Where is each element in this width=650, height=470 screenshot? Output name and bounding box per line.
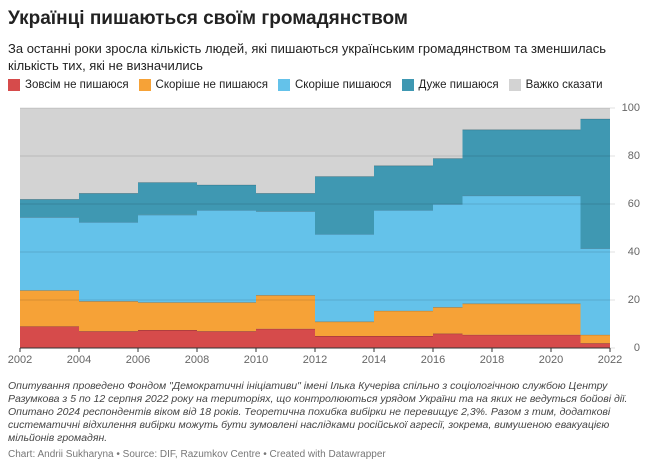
legend-label: Зовсім не пишаюся (25, 79, 129, 91)
area-segment (138, 214, 197, 303)
area-segment (580, 118, 610, 249)
area-segment (433, 108, 463, 159)
area-segment (374, 108, 433, 166)
area-segment (256, 295, 315, 329)
x-tick-label: 2016 (421, 354, 445, 366)
area-segment (315, 336, 374, 348)
area-segment (462, 303, 581, 335)
area-segment (462, 334, 581, 348)
area-segment (315, 108, 374, 177)
area-segment (256, 108, 315, 194)
area-segment (374, 210, 433, 311)
area-segment (20, 199, 79, 218)
legend-swatch (8, 79, 20, 91)
legend-swatch (138, 79, 151, 91)
area-segment (374, 336, 433, 348)
x-tick-label: 2012 (303, 354, 327, 366)
area-segment (580, 108, 610, 119)
area-segment (433, 307, 463, 334)
area-segment (374, 310, 433, 336)
area-segment (580, 334, 610, 344)
y-tick-label: 60 (628, 198, 640, 210)
legend-item: Важко сказати (508, 79, 603, 91)
area-segment (256, 211, 315, 296)
area-segment (138, 330, 197, 348)
area-segment (197, 210, 256, 303)
area-segment (256, 328, 315, 348)
area-segment (138, 108, 197, 183)
x-tick-label: 2002 (8, 354, 32, 366)
x-tick-label: 2018 (480, 354, 504, 366)
area-segment (20, 290, 79, 327)
x-tick-label: 2014 (362, 354, 386, 366)
y-tick-label: 80 (628, 150, 640, 162)
legend-item: Скоріше пишаюся (278, 79, 392, 91)
legend-swatch (508, 79, 521, 91)
legend-label: Скоріше не пишаюся (155, 79, 268, 91)
area-segment (20, 217, 79, 291)
area-segment (79, 108, 138, 194)
area-segment (462, 129, 581, 196)
area-segment (433, 204, 463, 308)
y-tick-label: 0 (634, 342, 640, 354)
legend-item: Дуже пишаюся (401, 79, 499, 91)
area-segment (462, 108, 581, 130)
x-tick-label: 2022 (598, 354, 622, 366)
area-segment (20, 108, 79, 200)
area-segment (138, 182, 197, 215)
x-tick-label: 2008 (185, 354, 209, 366)
area-segment (374, 165, 433, 210)
x-tick-label: 2006 (126, 354, 150, 366)
area-segment (462, 195, 581, 304)
legend: Зовсім не пишаюся Скоріше не пишаюся Скорі… (8, 79, 603, 91)
legend-label: Скоріше пишаюся (295, 79, 392, 91)
source: Chart: Andrii Sukharyna • Source: DIF, R… (8, 449, 386, 460)
legend-item: Скоріше не пишаюся (138, 79, 268, 91)
area-segment (315, 321, 374, 336)
legend-swatch (401, 79, 414, 91)
legend-swatch (278, 79, 290, 91)
area-segment (20, 326, 79, 348)
area-segment (433, 158, 463, 204)
area-segment (197, 184, 256, 210)
chart: 0 20 40 60 80 100 2002 2004 2006 2008 2010 2012 2014… (8, 102, 640, 366)
area-segment (256, 193, 315, 212)
x-tick-label: 2004 (67, 354, 91, 366)
legend-label: Дуже пишаюся (418, 79, 499, 91)
chart-title: Українці пишаються своїм громадянством (8, 8, 408, 29)
y-tick-label: 20 (628, 294, 640, 306)
area-segment (79, 222, 138, 302)
area-segment (197, 302, 256, 332)
area-segment (197, 108, 256, 185)
y-tick-label: 100 (622, 102, 640, 114)
legend-item: Зовсім не пишаюся (8, 79, 129, 91)
chart-subtitle: За останні роки зросла кількість людей, … (8, 41, 607, 73)
area-segment (79, 193, 138, 222)
area-segment (580, 248, 610, 335)
area-segment (315, 234, 374, 322)
y-tick-label: 40 (628, 246, 640, 258)
area-segment (79, 331, 138, 348)
legend-label: Важко сказати (525, 79, 603, 91)
area-segment (315, 176, 374, 234)
area-segment (197, 331, 256, 348)
area-segment (580, 343, 610, 348)
x-tick-label: 2020 (539, 354, 563, 366)
area-segment (433, 333, 463, 348)
area-segment (79, 301, 138, 332)
x-tick-label: 2010 (244, 354, 268, 366)
area-segment (138, 302, 197, 330)
note: Опитування проведено Фондом "Демократичн… (8, 380, 628, 444)
